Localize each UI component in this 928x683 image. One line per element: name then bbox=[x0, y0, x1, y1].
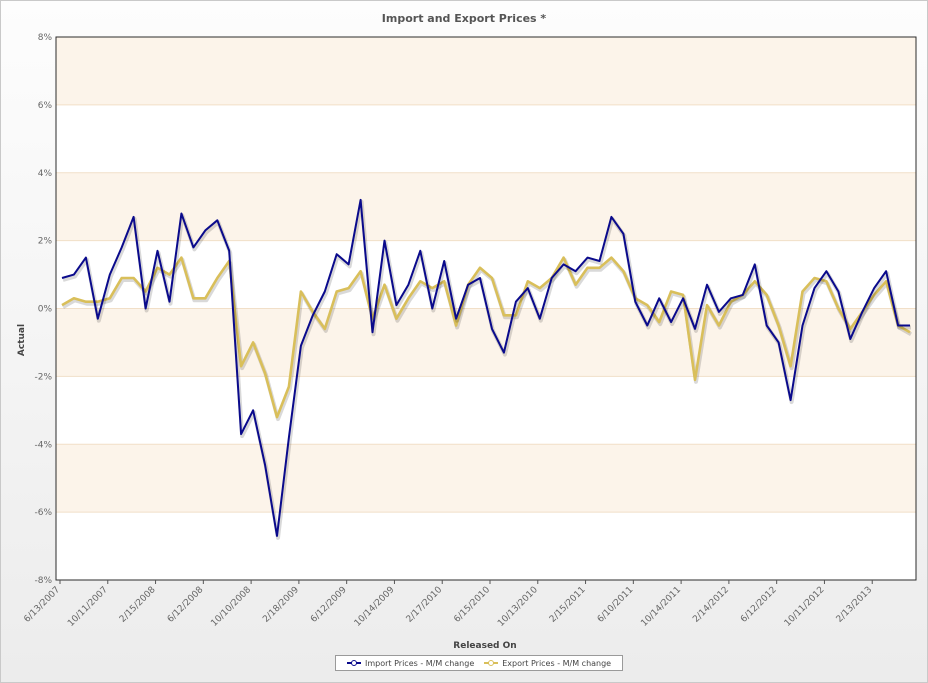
export-swatch-icon bbox=[484, 659, 499, 667]
legend-item-import[interactable]: Import Prices - M/M change bbox=[347, 659, 474, 668]
plot-band bbox=[56, 37, 916, 105]
series-line-export[interactable] bbox=[61, 256, 911, 419]
x-tick-label: 2/15/2008 bbox=[118, 585, 158, 625]
x-tick-label: 2/18/2009 bbox=[261, 585, 301, 625]
x-tick-label: 10/11/2012 bbox=[783, 585, 827, 629]
series-line-import[interactable] bbox=[61, 198, 910, 537]
x-tick-label: 10/14/2011 bbox=[639, 585, 683, 629]
plot-band bbox=[56, 308, 916, 377]
x-tick-label: 10/11/2007 bbox=[66, 585, 110, 629]
y-tick-label: -2% bbox=[34, 372, 52, 382]
y-tick-label: -8% bbox=[34, 576, 52, 586]
y-tick-label: -6% bbox=[34, 508, 52, 518]
y-axis-title: Actual bbox=[17, 324, 27, 356]
x-tick-label: 6/12/2012 bbox=[739, 585, 779, 625]
legend-label-import: Import Prices - M/M change bbox=[365, 658, 475, 668]
x-axis-title: Released On bbox=[453, 641, 516, 651]
x-tick-label: 2/13/2013 bbox=[835, 585, 875, 625]
x-tick-label: 2/15/2011 bbox=[548, 585, 588, 625]
y-axis: -8% -6% -4% -2% 0% 2% 4% 6% 8% bbox=[34, 33, 52, 586]
plot-band bbox=[56, 444, 916, 513]
plot-border bbox=[55, 36, 917, 581]
x-tick-label: 6/15/2010 bbox=[452, 585, 492, 625]
chart-title: Import and Export Prices * bbox=[381, 12, 547, 25]
y-tick-label: 6% bbox=[38, 101, 53, 111]
x-tick-label: 10/13/2010 bbox=[496, 585, 540, 629]
x-tick-label: 10/10/2008 bbox=[209, 585, 253, 629]
x-tick-label: 6/12/2009 bbox=[309, 585, 349, 625]
x-tick-label: 6/12/2008 bbox=[166, 585, 206, 625]
y-tick-label: 0% bbox=[38, 305, 53, 315]
legend-label-export: Export Prices - M/M change bbox=[502, 658, 612, 668]
y-tick-label: 8% bbox=[38, 33, 53, 43]
x-tick-label: 6/10/2011 bbox=[596, 585, 636, 625]
x-tick-label: 6/13/2007 bbox=[22, 585, 62, 625]
y-tick-label: 4% bbox=[38, 169, 53, 179]
legend-item-export[interactable]: Export Prices - M/M change bbox=[484, 659, 611, 668]
x-axis: 6/13/2007 10/11/2007 2/15/2008 6/12/2008 10/… bbox=[22, 580, 874, 629]
y-tick-label: 2% bbox=[38, 237, 53, 247]
y-tick-label: -4% bbox=[34, 440, 52, 450]
plot-band bbox=[56, 172, 916, 241]
legend: Import Prices - M/M change Export Prices… bbox=[335, 655, 624, 671]
import-swatch-icon bbox=[347, 659, 361, 667]
series-layer bbox=[61, 198, 912, 540]
x-tick-label: 10/14/2009 bbox=[353, 585, 397, 629]
x-tick-label: 2/14/2012 bbox=[691, 585, 731, 625]
x-tick-label: 2/17/2010 bbox=[405, 585, 445, 625]
plot-bands bbox=[56, 37, 916, 513]
